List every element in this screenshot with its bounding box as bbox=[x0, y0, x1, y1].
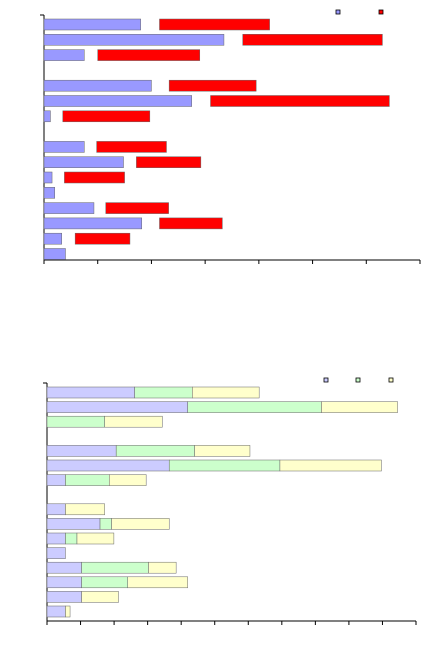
bar-segment bbox=[43, 171, 53, 184]
bar-segment bbox=[46, 547, 66, 559]
bar-segment bbox=[81, 561, 149, 574]
bar-segment bbox=[43, 18, 141, 31]
bar-segment bbox=[43, 141, 85, 153]
bar-segment bbox=[43, 34, 225, 46]
bar-segment bbox=[64, 171, 125, 184]
bar-segment bbox=[43, 232, 62, 245]
bar-segment bbox=[46, 561, 82, 574]
bar-segment bbox=[43, 187, 55, 199]
bar-segment bbox=[46, 386, 135, 399]
bar-segment bbox=[321, 401, 398, 413]
chart-bottom bbox=[43, 377, 417, 625]
bar-segment bbox=[46, 591, 82, 603]
bar-segment bbox=[134, 386, 193, 399]
bar-segment bbox=[99, 518, 112, 530]
bar-segment bbox=[159, 18, 270, 31]
bar-segment bbox=[46, 605, 66, 618]
bar-segment bbox=[46, 401, 188, 413]
bar-segment bbox=[192, 386, 260, 399]
bar-segment bbox=[46, 445, 117, 457]
bar-segment bbox=[43, 95, 192, 107]
bar-segment bbox=[111, 518, 170, 530]
bar-segment bbox=[104, 415, 163, 428]
bar-segment bbox=[76, 532, 115, 545]
bar-segment bbox=[46, 518, 101, 530]
bar-segment bbox=[96, 141, 167, 153]
bar-segment bbox=[46, 459, 170, 472]
bar-segment bbox=[279, 459, 382, 472]
bar-segment bbox=[65, 503, 105, 516]
bar-segment bbox=[74, 232, 131, 245]
bar-segment bbox=[187, 401, 322, 413]
bar-segment bbox=[65, 532, 78, 545]
bar-segment bbox=[148, 561, 177, 574]
bar-segment bbox=[46, 576, 82, 589]
legend-marker bbox=[388, 377, 394, 383]
bar-segment bbox=[242, 34, 383, 46]
bar-segment bbox=[97, 49, 201, 61]
bar-segment bbox=[115, 445, 195, 457]
bar-segment bbox=[46, 503, 66, 516]
bar-segment bbox=[136, 156, 202, 168]
bar-segment bbox=[65, 474, 110, 486]
bar-segment bbox=[43, 217, 143, 230]
bar-segment bbox=[159, 217, 223, 230]
bar-segment bbox=[81, 576, 128, 589]
bar-segment bbox=[46, 415, 105, 428]
legend-marker bbox=[335, 9, 341, 15]
bar-segment bbox=[168, 79, 257, 92]
bar-segment bbox=[194, 445, 251, 457]
bar-segment bbox=[43, 202, 95, 214]
bar-segment bbox=[127, 576, 188, 589]
legend-marker bbox=[323, 377, 329, 383]
bar-segment bbox=[105, 202, 169, 214]
bar-segment bbox=[109, 474, 147, 486]
bar-segment bbox=[81, 591, 119, 603]
bar-segment bbox=[43, 248, 66, 260]
chart-top bbox=[40, 9, 421, 264]
bar-segment bbox=[168, 459, 281, 472]
bar-segment bbox=[46, 474, 66, 486]
bar-segment bbox=[43, 79, 152, 92]
bar-segment bbox=[46, 532, 66, 545]
legend-marker bbox=[378, 9, 384, 15]
bar-segment bbox=[43, 110, 51, 123]
bar-segment bbox=[62, 110, 151, 123]
bar-segment bbox=[43, 49, 85, 61]
bar-segment bbox=[65, 605, 71, 618]
legend-marker bbox=[355, 377, 361, 383]
bar-segment bbox=[43, 156, 124, 168]
bar-segment bbox=[210, 95, 390, 107]
